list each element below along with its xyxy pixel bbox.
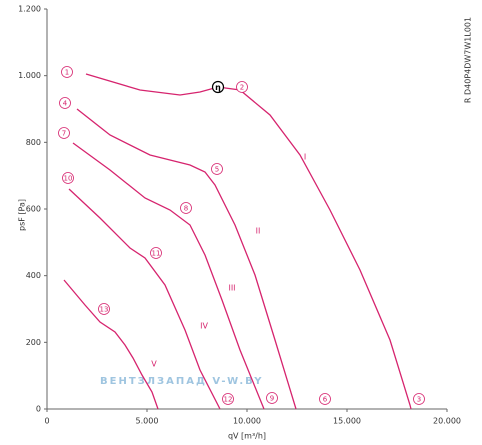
- x-tick-label: 20.000: [433, 417, 461, 426]
- curve-label: III: [228, 284, 235, 293]
- x-tick-label: 15.000: [333, 417, 361, 426]
- curve-label: II: [256, 227, 261, 236]
- x-tick-label: 10.000: [233, 417, 261, 426]
- fan-curve: [76, 108, 297, 410]
- point-circle: [236, 81, 248, 93]
- point-circle: [222, 393, 234, 405]
- curve-label: I: [304, 153, 306, 162]
- efficiency-circle: [211, 80, 225, 94]
- y-tick-label: 600: [26, 205, 41, 214]
- curve-label: V: [151, 360, 157, 369]
- y-tick-label: 200: [26, 338, 41, 347]
- fan-curve: [63, 279, 159, 410]
- fan-curve: [72, 142, 265, 410]
- point-label: 4: [63, 100, 68, 108]
- point-circle: [61, 66, 73, 78]
- curve-label: IV: [200, 322, 208, 331]
- model-label: R D40P4DW7W1L001: [464, 17, 473, 103]
- y-tick-label: 0: [36, 405, 41, 414]
- x-tick-label: 5.000: [136, 417, 159, 426]
- point-circle: [150, 247, 162, 259]
- y-tick-label: 400: [26, 271, 41, 280]
- y-tick-label: 1.000: [18, 71, 41, 80]
- point-circle: [59, 97, 71, 109]
- x-tick-label: 0: [44, 417, 49, 426]
- point-circle: [266, 392, 278, 404]
- point-label: 9: [270, 395, 274, 403]
- point-circle: [98, 303, 110, 315]
- efficiency-label: η: [215, 83, 221, 92]
- point-label: 11: [152, 250, 161, 258]
- y-axis-label: psF [Pa]: [18, 199, 27, 231]
- point-label: 1: [65, 69, 69, 77]
- x-axis-label: qV [m³/h]: [228, 432, 266, 441]
- fan-curve: [85, 73, 412, 410]
- point-circle: [211, 163, 223, 175]
- watermark: ВЕНТЗЛЗАПАД V-W.BY: [100, 376, 263, 387]
- point-label: 7: [62, 130, 66, 138]
- point-circle: [413, 393, 425, 405]
- y-tick-label: 800: [26, 138, 41, 147]
- point-circle: [180, 202, 192, 214]
- point-circle: [319, 393, 331, 405]
- point-label: 3: [417, 396, 421, 404]
- point-circle: [58, 127, 70, 139]
- point-label: 5: [215, 166, 219, 174]
- fan-curve: [68, 188, 221, 410]
- point-label: 6: [323, 396, 328, 404]
- point-label: 10: [64, 175, 73, 183]
- point-label: 13: [100, 306, 109, 314]
- point-circle: [62, 172, 74, 184]
- point-label: 12: [224, 396, 233, 404]
- point-label: 2: [240, 84, 244, 92]
- y-tick-label: 1.200: [18, 5, 41, 14]
- point-label: 8: [184, 205, 188, 213]
